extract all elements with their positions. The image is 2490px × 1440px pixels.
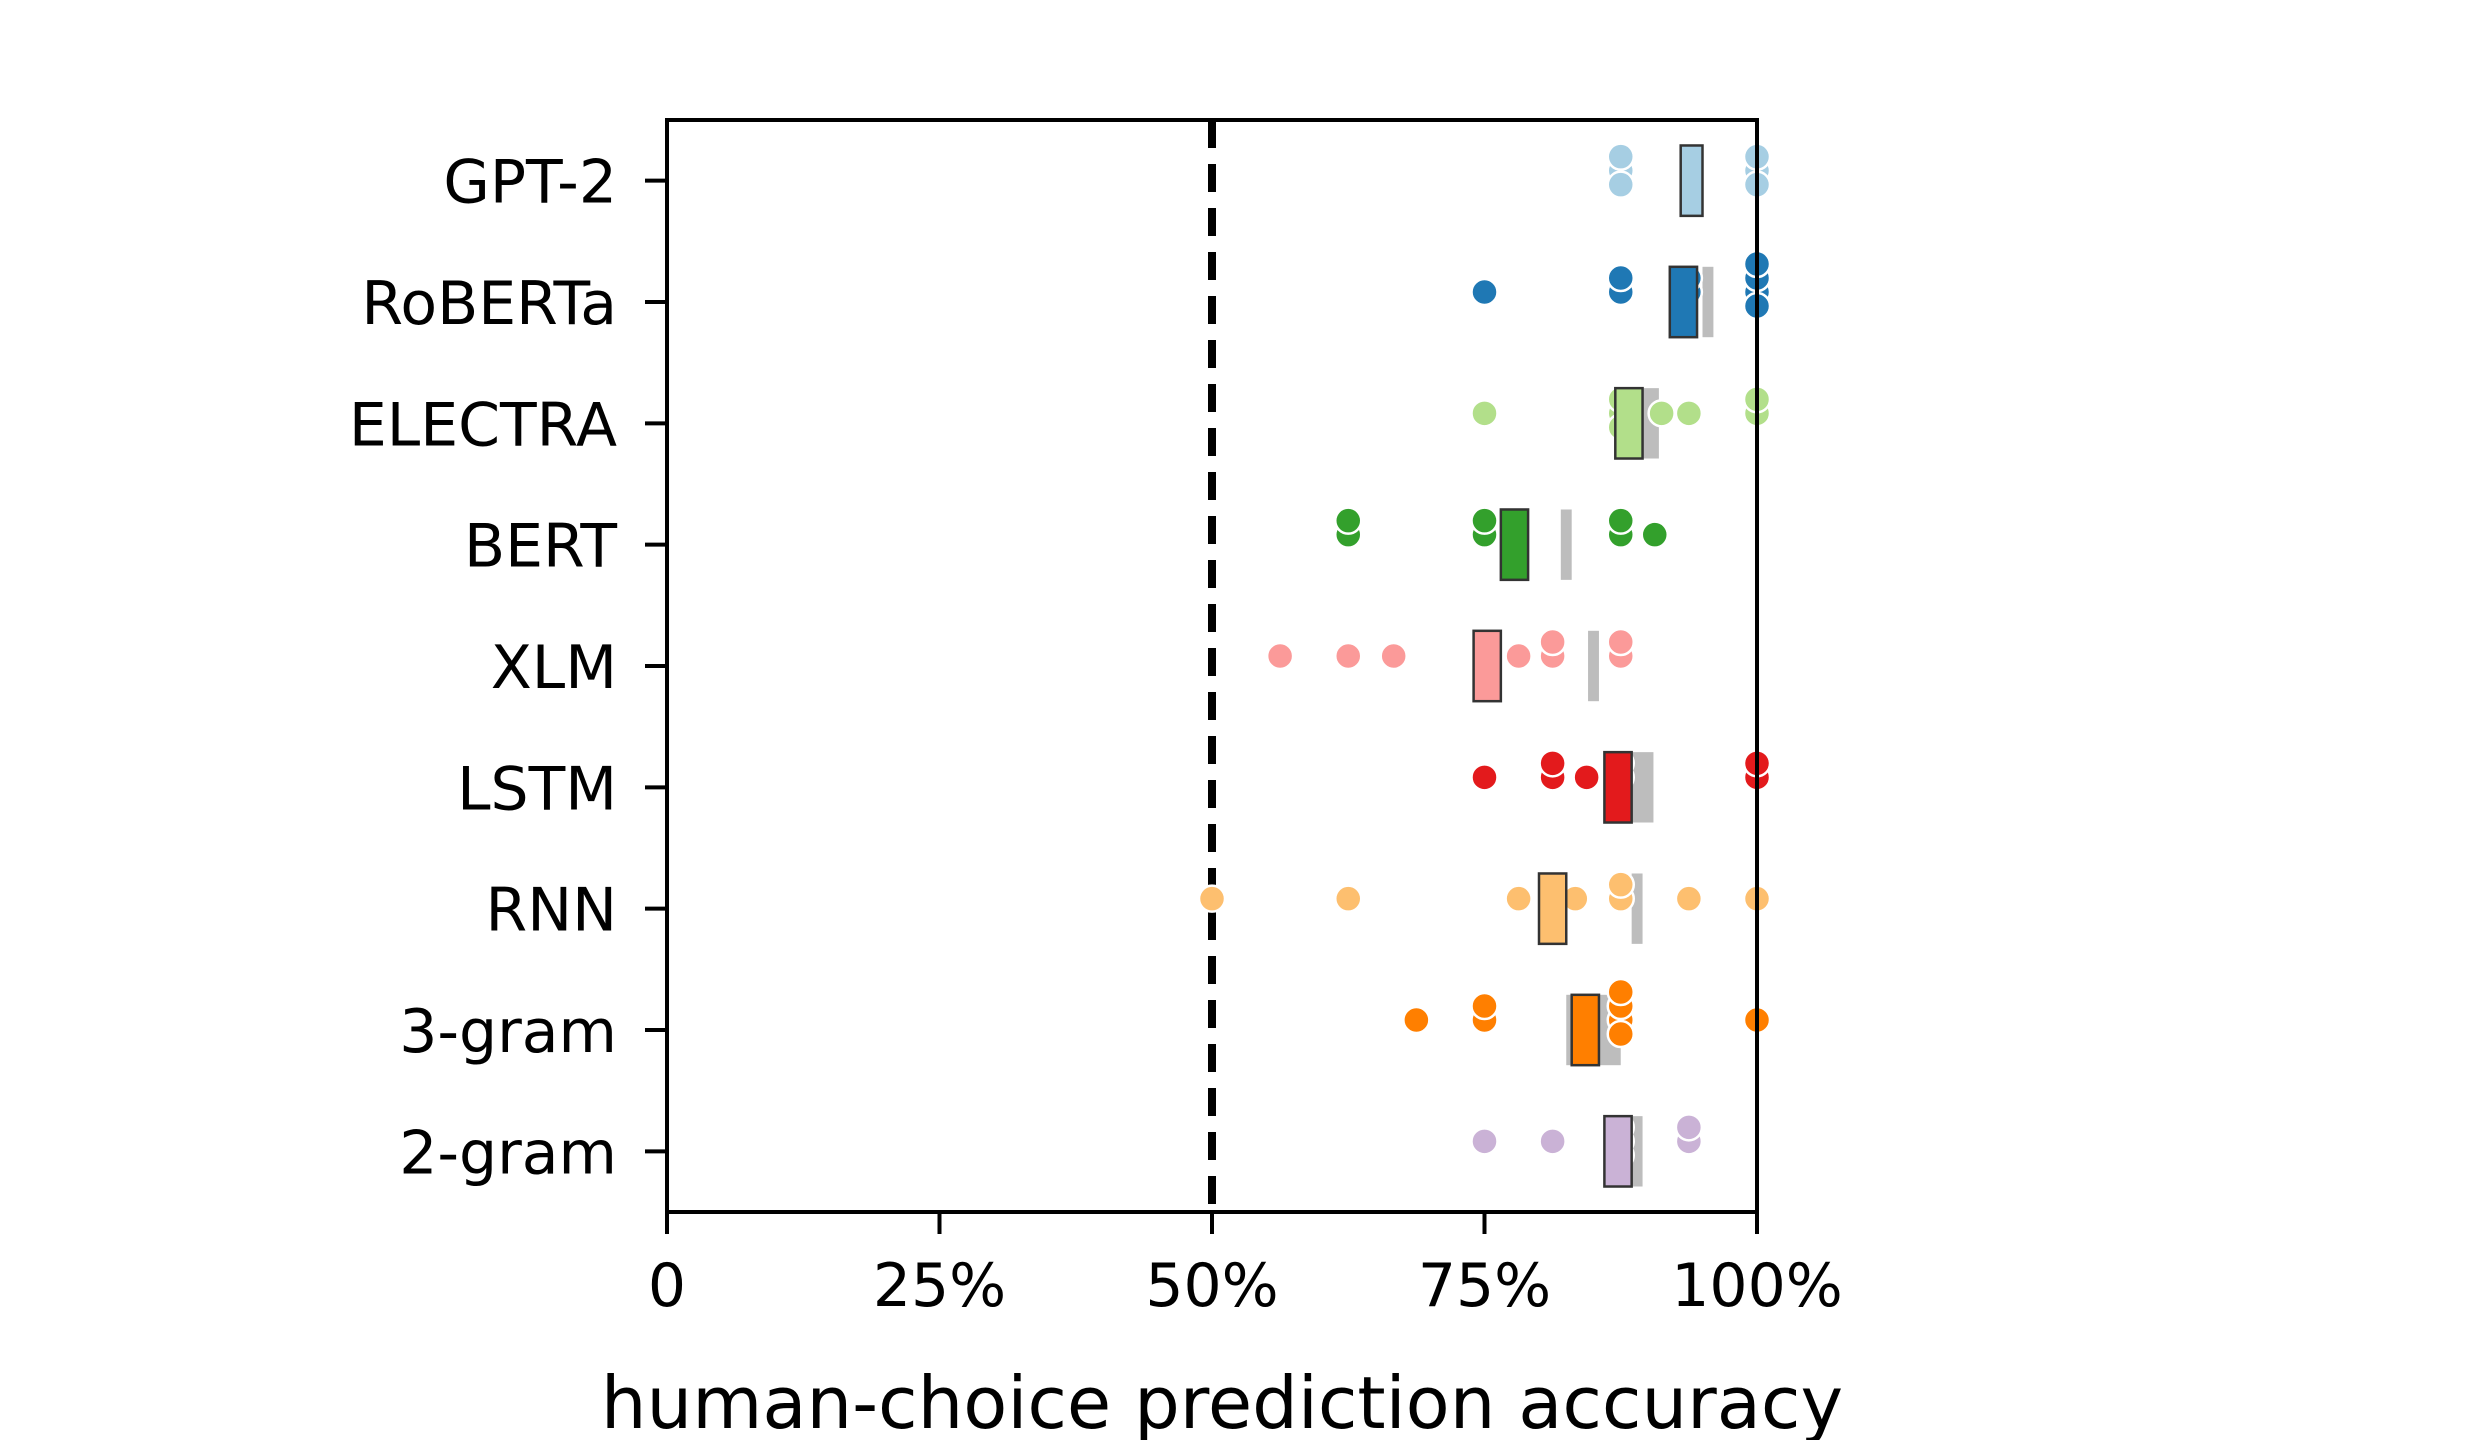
- data-point: [1504, 641, 1533, 671]
- data-point: [1334, 884, 1363, 913]
- data-point: [1606, 977, 1635, 1007]
- data-point: [1640, 520, 1670, 549]
- data-point: [1647, 399, 1676, 428]
- y-tick-label: ELECTRA: [349, 390, 617, 460]
- data-point: [1265, 641, 1295, 671]
- data-point: [1402, 1005, 1431, 1035]
- data-point: [1606, 627, 1635, 657]
- mean-box: [1499, 508, 1530, 582]
- data-point: [1538, 627, 1567, 657]
- series-bert: [1334, 506, 1670, 582]
- data-point: [1606, 263, 1635, 293]
- data-point: [1470, 763, 1499, 792]
- data-point: [1334, 506, 1363, 535]
- mean-box: [1537, 872, 1568, 946]
- reference-box: [1560, 509, 1572, 580]
- mean-box: [1668, 265, 1699, 339]
- reference-box: [1702, 266, 1714, 338]
- mean-box: [1603, 750, 1633, 824]
- data-point: [1334, 641, 1363, 671]
- data-point: [1606, 142, 1635, 171]
- data-point: [1674, 884, 1704, 913]
- data-point: [1606, 506, 1635, 535]
- data-point: [1606, 170, 1635, 199]
- series-xlm: [1265, 627, 1635, 703]
- mean-box: [1570, 993, 1601, 1067]
- data-point: [1606, 870, 1635, 899]
- x-tick-label: 75%: [1418, 1251, 1551, 1321]
- y-tick-label: 3-gram: [399, 997, 617, 1067]
- series-3-gram: [1402, 977, 1772, 1067]
- x-tick-label: 100%: [1671, 1251, 1843, 1321]
- y-axis: GPT-2 RoBERTa ELECTRA BERT XLM LSTM RNN 3-gram 2…: [349, 148, 667, 1188]
- data-point: [1470, 277, 1499, 307]
- y-tick-label: RNN: [486, 876, 617, 946]
- mean-box: [1603, 1114, 1633, 1188]
- plot-area: [1197, 120, 1772, 1212]
- x-tick-label: 50%: [1145, 1251, 1278, 1321]
- mean-box: [1472, 629, 1503, 703]
- data-point: [1470, 399, 1499, 428]
- mean-box: [1679, 144, 1704, 218]
- data-point: [1538, 1127, 1567, 1156]
- reference-box: [1588, 630, 1599, 702]
- series-2-gram: [1470, 1113, 1704, 1188]
- y-tick-label: BERT: [464, 512, 617, 582]
- x-axis: 0 25% 50% 75% 100%: [648, 1212, 1843, 1321]
- series-gpt-2: [1606, 142, 1772, 218]
- data-point: [1504, 884, 1533, 913]
- data-point: [1197, 884, 1227, 913]
- series-rnn: [1197, 870, 1772, 946]
- data-point: [1674, 1113, 1704, 1142]
- x-axis-label: human-choice prediction accuracy: [601, 1361, 1843, 1440]
- series-lstm: [1470, 749, 1772, 824]
- y-tick-label: RoBERTa: [361, 269, 617, 339]
- data-point: [1538, 749, 1567, 778]
- y-tick-label: GPT-2: [443, 148, 617, 218]
- mean-box: [1614, 386, 1644, 460]
- x-tick-label: 0: [648, 1251, 686, 1321]
- y-tick-label: LSTM: [457, 754, 617, 824]
- data-point: [1606, 1019, 1635, 1049]
- data-point: [1470, 991, 1499, 1021]
- y-tick-label: 2-gram: [399, 1118, 617, 1188]
- data-point: [1470, 1127, 1499, 1156]
- data-point: [1470, 506, 1499, 535]
- data-point: [1379, 641, 1408, 671]
- x-tick-label: 25%: [873, 1251, 1006, 1321]
- reference-box: [1631, 873, 1643, 944]
- y-tick-label: XLM: [491, 633, 617, 703]
- series-roberta: [1470, 249, 1772, 339]
- data-point: [1674, 399, 1704, 428]
- series-electra: [1470, 385, 1772, 460]
- data-point: [1572, 763, 1601, 792]
